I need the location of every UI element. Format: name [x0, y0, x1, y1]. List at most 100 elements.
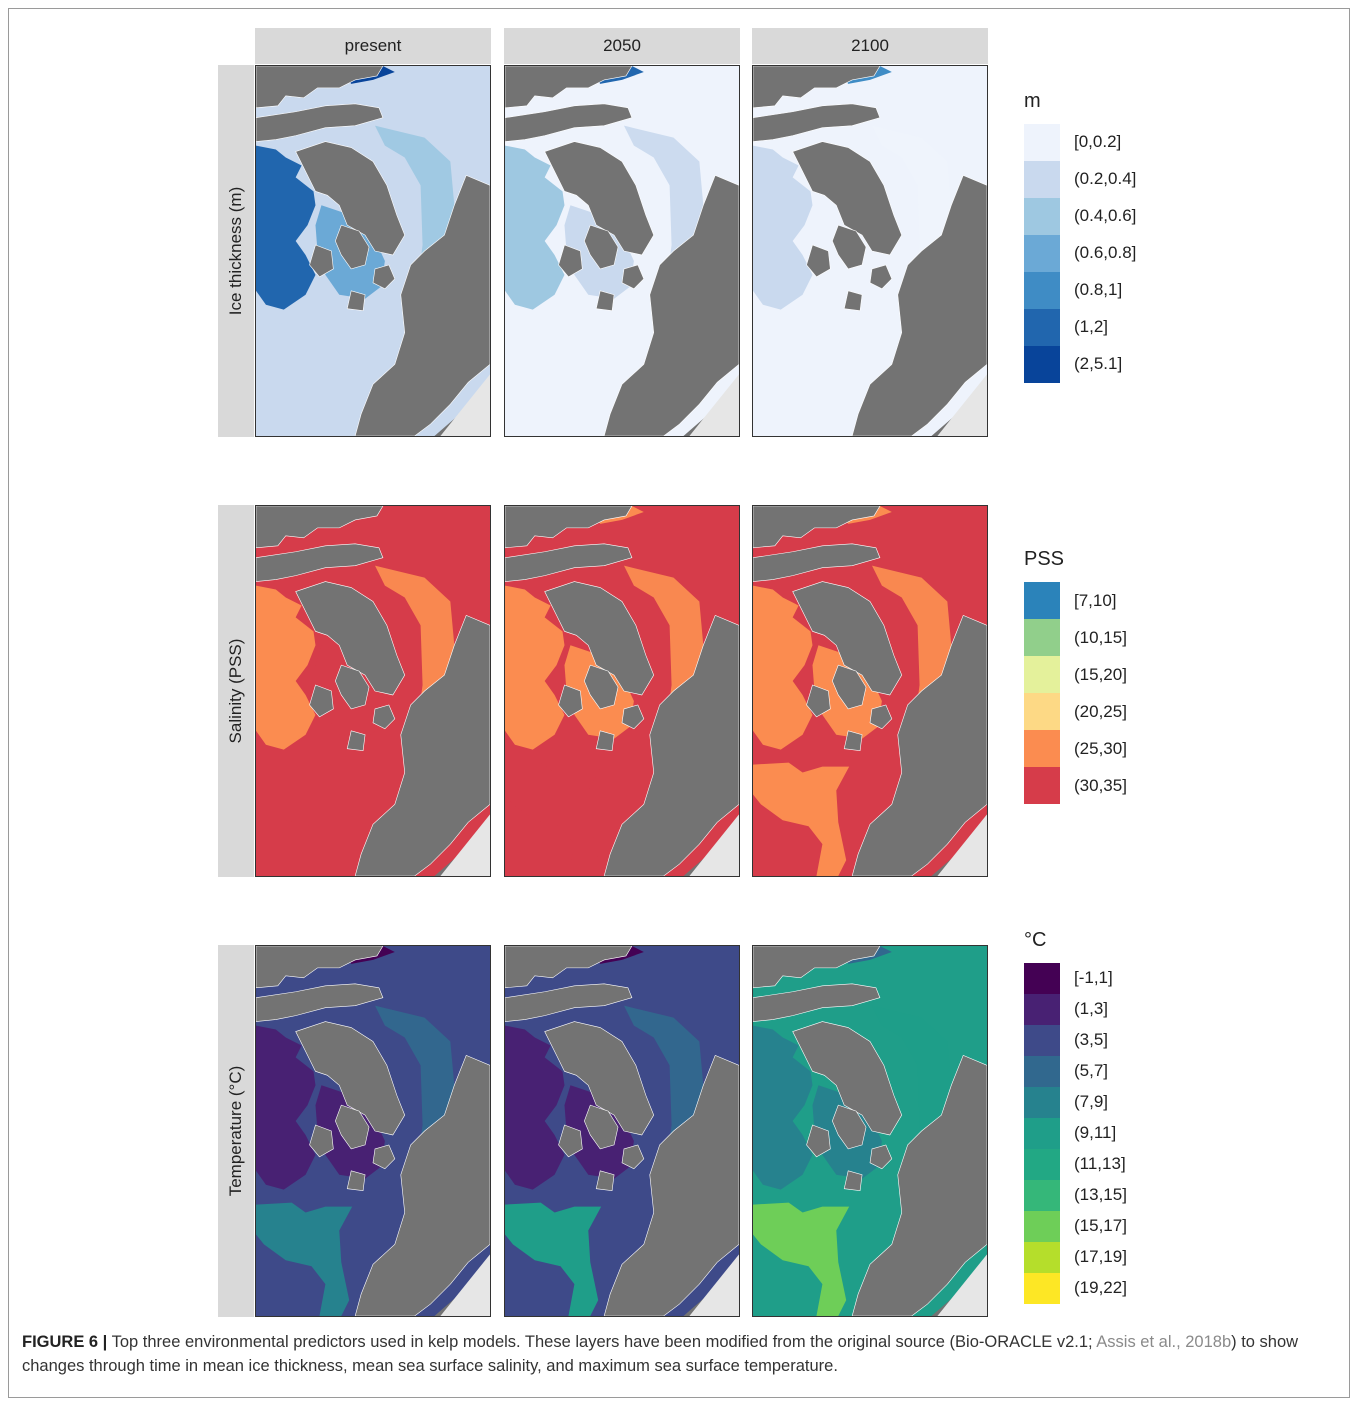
no-data-corner	[440, 814, 490, 876]
land-polygon	[753, 983, 881, 1022]
western-channel-region	[753, 585, 813, 750]
land-polygon	[753, 103, 881, 142]
legend-swatch	[1024, 1272, 1060, 1304]
land-polygon	[832, 664, 867, 710]
mainland-polygon	[354, 175, 490, 436]
legend-label: (7,9]	[1074, 1092, 1109, 1111]
legend-swatch	[1024, 1117, 1060, 1149]
legend-label: [-1,1]	[1074, 968, 1113, 987]
land-polygon	[558, 1124, 583, 1158]
legend-label: (1,2]	[1074, 317, 1109, 336]
legend-swatch	[1024, 1241, 1060, 1273]
map-panel-row1-col1	[255, 65, 491, 437]
map-svg	[753, 946, 987, 1316]
legend-label: (5,7]	[1074, 1061, 1109, 1080]
land-polygon	[621, 1144, 645, 1170]
land-polygon	[832, 224, 867, 270]
figure-frame	[8, 8, 1350, 1398]
map-panel-row3-col1	[255, 945, 491, 1317]
land-mask	[256, 506, 406, 752]
land-polygon	[753, 543, 881, 582]
no-data-corner	[689, 814, 739, 876]
western-channel-region	[256, 145, 316, 310]
legend-swatch	[1024, 234, 1060, 272]
map-svg	[505, 946, 739, 1316]
land-polygon	[505, 506, 633, 549]
land-polygon	[335, 1104, 370, 1150]
land-polygon	[346, 290, 366, 312]
legend-label: (13,15]	[1074, 1185, 1127, 1204]
row-label: Salinity (PSS)	[226, 638, 245, 744]
legend-swatch	[1024, 1024, 1060, 1056]
land-polygon	[372, 704, 396, 730]
land-polygon	[753, 506, 881, 549]
legend-label: (0.2,0.4]	[1074, 169, 1137, 188]
caption-text-1: Top three environmental predictors used …	[107, 1333, 1097, 1351]
legend-swatch	[1024, 308, 1060, 346]
land-polygon	[505, 983, 633, 1022]
row-strip-1: Ice thickness (m)	[218, 65, 254, 437]
mainland-polygon	[603, 1055, 739, 1316]
legend-label: (10,15]	[1074, 627, 1127, 647]
land-polygon	[295, 141, 406, 256]
no-data-corner	[937, 814, 987, 876]
legend-swatch	[1024, 1086, 1060, 1118]
western-channel-region	[256, 1025, 316, 1190]
legend-swatch	[1024, 962, 1060, 994]
land-mask	[505, 946, 655, 1192]
legend-label: (15,17]	[1074, 1216, 1127, 1235]
legend-label: (0.4,0.6]	[1074, 206, 1137, 225]
legend-swatch	[1024, 993, 1060, 1025]
western-channel-region	[505, 1025, 565, 1190]
land-polygon	[584, 224, 619, 270]
legend-label: (11,13]	[1074, 1154, 1126, 1173]
land-polygon	[558, 244, 583, 278]
mainland-polygon	[851, 615, 987, 876]
column-strip-3: 2100	[752, 28, 988, 64]
caption-text-2: ) to show changes through time in mean i…	[22, 1333, 1299, 1375]
land-polygon	[295, 581, 406, 696]
land-polygon	[584, 664, 619, 710]
southern-bay-region	[505, 322, 602, 436]
land-polygon	[595, 290, 615, 312]
legend-swatch	[1024, 197, 1060, 235]
legend-label: (0.8,1]	[1074, 280, 1123, 299]
map-panel-row2-col2	[504, 505, 740, 877]
southern-bay-region	[256, 322, 353, 436]
legend-label: [0,0.2]	[1074, 132, 1122, 151]
western-channel-region	[505, 145, 565, 310]
land-polygon	[256, 983, 384, 1022]
column-strip-1: present	[255, 28, 491, 64]
legend-swatch	[1024, 767, 1060, 804]
legend-swatch	[1024, 730, 1060, 767]
land-polygon	[256, 66, 384, 109]
row-label: Ice thickness (m)	[226, 186, 245, 316]
land-polygon	[843, 1170, 863, 1192]
land-mask	[505, 66, 655, 312]
legend-label: (25,30]	[1074, 738, 1127, 758]
western-channel-region	[505, 585, 565, 750]
land-mask	[753, 66, 903, 312]
row-strip-3: Temperature (°C)	[218, 945, 254, 1317]
land-mask	[753, 946, 903, 1192]
column-strip-2: 2050	[504, 28, 740, 64]
legend-label: (9,11]	[1074, 1123, 1117, 1142]
western-channel-region	[256, 585, 316, 750]
land-polygon	[346, 1170, 366, 1192]
map-panel-row1-col2	[504, 65, 740, 437]
land-polygon	[505, 543, 633, 582]
land-polygon	[843, 730, 863, 752]
land-polygon	[621, 264, 645, 290]
land-polygon	[372, 264, 396, 290]
mainland-polygon	[851, 175, 987, 436]
legend-swatch	[1024, 656, 1060, 693]
legend-label: (2,5.1]	[1074, 354, 1123, 373]
land-polygon	[309, 684, 334, 718]
no-data-corner	[440, 374, 490, 436]
western-channel-region	[753, 145, 813, 310]
land-mask	[505, 506, 655, 752]
land-polygon	[753, 946, 881, 989]
land-polygon	[595, 730, 615, 752]
land-polygon	[295, 1021, 406, 1136]
caption-label: FIGURE 6 |	[22, 1333, 108, 1351]
